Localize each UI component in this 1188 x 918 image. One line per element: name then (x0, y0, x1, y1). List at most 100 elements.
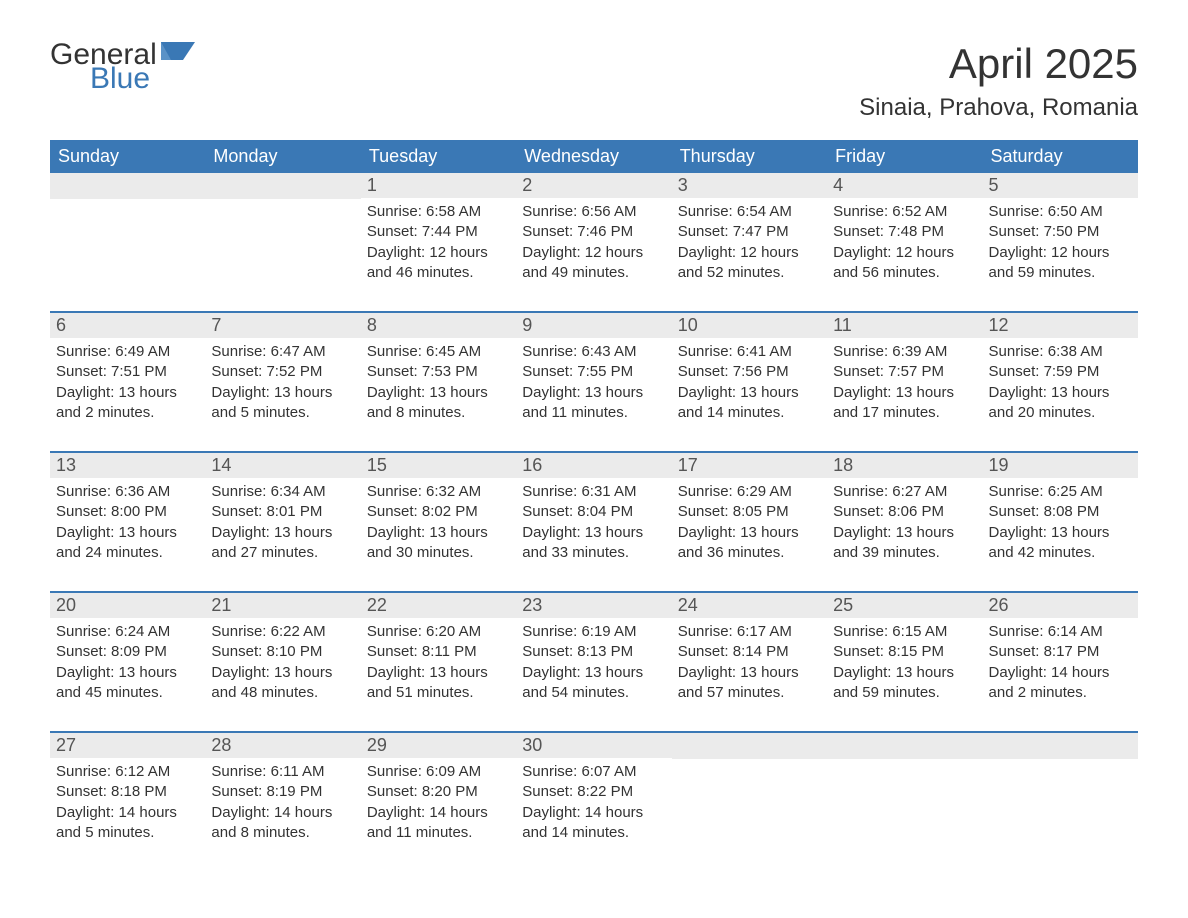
week-row: 27Sunrise: 6:12 AMSunset: 8:18 PMDayligh… (50, 732, 1138, 871)
day-cell: 6Sunrise: 6:49 AMSunset: 7:51 PMDaylight… (50, 312, 205, 452)
sunrise-text: Sunrise: 6:45 AM (367, 342, 510, 362)
day-number: 12 (983, 313, 1138, 338)
week-row: 6Sunrise: 6:49 AMSunset: 7:51 PMDaylight… (50, 312, 1138, 452)
sunset-text: Sunset: 7:56 PM (678, 362, 821, 382)
daylight-text: Daylight: 13 hours and 24 minutes. (56, 523, 199, 564)
day-number: 27 (50, 733, 205, 758)
weekday-header: Thursday (672, 140, 827, 173)
sunrise-text: Sunrise: 6:15 AM (833, 622, 976, 642)
day-body: Sunrise: 6:45 AMSunset: 7:53 PMDaylight:… (361, 338, 516, 451)
day-number: 8 (361, 313, 516, 338)
daylight-text: Daylight: 13 hours and 59 minutes. (833, 663, 976, 704)
day-number: 19 (983, 453, 1138, 478)
sunset-text: Sunset: 8:13 PM (522, 642, 665, 662)
location-label: Sinaia, Prahova, Romania (859, 94, 1138, 122)
day-body (983, 759, 1138, 849)
day-cell: 7Sunrise: 6:47 AMSunset: 7:52 PMDaylight… (205, 312, 360, 452)
sunset-text: Sunset: 8:22 PM (522, 782, 665, 802)
day-cell: 25Sunrise: 6:15 AMSunset: 8:15 PMDayligh… (827, 592, 982, 732)
daylight-text: Daylight: 12 hours and 59 minutes. (989, 243, 1132, 284)
sunrise-text: Sunrise: 6:09 AM (367, 762, 510, 782)
day-body: Sunrise: 6:52 AMSunset: 7:48 PMDaylight:… (827, 198, 982, 311)
day-number: 11 (827, 313, 982, 338)
daylight-text: Daylight: 13 hours and 39 minutes. (833, 523, 976, 564)
day-cell (672, 732, 827, 871)
sunrise-text: Sunrise: 6:50 AM (989, 202, 1132, 222)
week-row: 20Sunrise: 6:24 AMSunset: 8:09 PMDayligh… (50, 592, 1138, 732)
day-body (672, 759, 827, 849)
day-body: Sunrise: 6:54 AMSunset: 7:47 PMDaylight:… (672, 198, 827, 311)
day-body: Sunrise: 6:49 AMSunset: 7:51 PMDaylight:… (50, 338, 205, 451)
day-number: 15 (361, 453, 516, 478)
day-body: Sunrise: 6:11 AMSunset: 8:19 PMDaylight:… (205, 758, 360, 871)
sunset-text: Sunset: 8:11 PM (367, 642, 510, 662)
daylight-text: Daylight: 12 hours and 49 minutes. (522, 243, 665, 284)
day-cell (50, 173, 205, 312)
day-cell: 9Sunrise: 6:43 AMSunset: 7:55 PMDaylight… (516, 312, 671, 452)
day-cell: 4Sunrise: 6:52 AMSunset: 7:48 PMDaylight… (827, 173, 982, 312)
daylight-text: Daylight: 12 hours and 52 minutes. (678, 243, 821, 284)
daylight-text: Daylight: 13 hours and 14 minutes. (678, 383, 821, 424)
day-number: 2 (516, 173, 671, 198)
day-number (50, 173, 205, 199)
day-number: 26 (983, 593, 1138, 618)
daylight-text: Daylight: 12 hours and 46 minutes. (367, 243, 510, 284)
sunrise-text: Sunrise: 6:34 AM (211, 482, 354, 502)
sunset-text: Sunset: 7:50 PM (989, 222, 1132, 242)
sunrise-text: Sunrise: 6:24 AM (56, 622, 199, 642)
day-number: 24 (672, 593, 827, 618)
day-body: Sunrise: 6:31 AMSunset: 8:04 PMDaylight:… (516, 478, 671, 591)
daylight-text: Daylight: 13 hours and 5 minutes. (211, 383, 354, 424)
week-row: 13Sunrise: 6:36 AMSunset: 8:00 PMDayligh… (50, 452, 1138, 592)
weekday-header: Wednesday (516, 140, 671, 173)
sunrise-text: Sunrise: 6:32 AM (367, 482, 510, 502)
sunrise-text: Sunrise: 6:43 AM (522, 342, 665, 362)
day-body: Sunrise: 6:38 AMSunset: 7:59 PMDaylight:… (983, 338, 1138, 451)
sunrise-text: Sunrise: 6:20 AM (367, 622, 510, 642)
day-number: 1 (361, 173, 516, 198)
day-cell: 20Sunrise: 6:24 AMSunset: 8:09 PMDayligh… (50, 592, 205, 732)
daylight-text: Daylight: 13 hours and 20 minutes. (989, 383, 1132, 424)
day-number: 29 (361, 733, 516, 758)
sunset-text: Sunset: 8:05 PM (678, 502, 821, 522)
day-body: Sunrise: 6:15 AMSunset: 8:15 PMDaylight:… (827, 618, 982, 731)
daylight-text: Daylight: 14 hours and 11 minutes. (367, 803, 510, 844)
day-number: 28 (205, 733, 360, 758)
day-number: 23 (516, 593, 671, 618)
daylight-text: Daylight: 14 hours and 5 minutes. (56, 803, 199, 844)
sunset-text: Sunset: 8:10 PM (211, 642, 354, 662)
page-title: April 2025 (859, 40, 1138, 88)
daylight-text: Daylight: 13 hours and 54 minutes. (522, 663, 665, 704)
sunrise-text: Sunrise: 6:31 AM (522, 482, 665, 502)
day-cell: 16Sunrise: 6:31 AMSunset: 8:04 PMDayligh… (516, 452, 671, 592)
day-cell: 1Sunrise: 6:58 AMSunset: 7:44 PMDaylight… (361, 173, 516, 312)
daylight-text: Daylight: 12 hours and 56 minutes. (833, 243, 976, 284)
sunset-text: Sunset: 7:48 PM (833, 222, 976, 242)
weekday-header: Saturday (983, 140, 1138, 173)
weekday-header: Monday (205, 140, 360, 173)
sunset-text: Sunset: 7:53 PM (367, 362, 510, 382)
sunrise-text: Sunrise: 6:58 AM (367, 202, 510, 222)
day-body: Sunrise: 6:47 AMSunset: 7:52 PMDaylight:… (205, 338, 360, 451)
daylight-text: Daylight: 13 hours and 27 minutes. (211, 523, 354, 564)
day-body: Sunrise: 6:14 AMSunset: 8:17 PMDaylight:… (983, 618, 1138, 731)
day-body: Sunrise: 6:39 AMSunset: 7:57 PMDaylight:… (827, 338, 982, 451)
sunrise-text: Sunrise: 6:36 AM (56, 482, 199, 502)
day-body: Sunrise: 6:36 AMSunset: 8:00 PMDaylight:… (50, 478, 205, 591)
day-cell: 29Sunrise: 6:09 AMSunset: 8:20 PMDayligh… (361, 732, 516, 871)
sunset-text: Sunset: 8:09 PM (56, 642, 199, 662)
day-cell: 8Sunrise: 6:45 AMSunset: 7:53 PMDaylight… (361, 312, 516, 452)
sunrise-text: Sunrise: 6:54 AM (678, 202, 821, 222)
day-cell: 12Sunrise: 6:38 AMSunset: 7:59 PMDayligh… (983, 312, 1138, 452)
day-number: 17 (672, 453, 827, 478)
sunset-text: Sunset: 7:47 PM (678, 222, 821, 242)
day-body: Sunrise: 6:43 AMSunset: 7:55 PMDaylight:… (516, 338, 671, 451)
day-body: Sunrise: 6:17 AMSunset: 8:14 PMDaylight:… (672, 618, 827, 731)
sunset-text: Sunset: 8:08 PM (989, 502, 1132, 522)
daylight-text: Daylight: 13 hours and 36 minutes. (678, 523, 821, 564)
day-number: 18 (827, 453, 982, 478)
weekday-header-row: Sunday Monday Tuesday Wednesday Thursday… (50, 140, 1138, 173)
daylight-text: Daylight: 13 hours and 57 minutes. (678, 663, 821, 704)
day-number (672, 733, 827, 759)
day-number (205, 173, 360, 199)
